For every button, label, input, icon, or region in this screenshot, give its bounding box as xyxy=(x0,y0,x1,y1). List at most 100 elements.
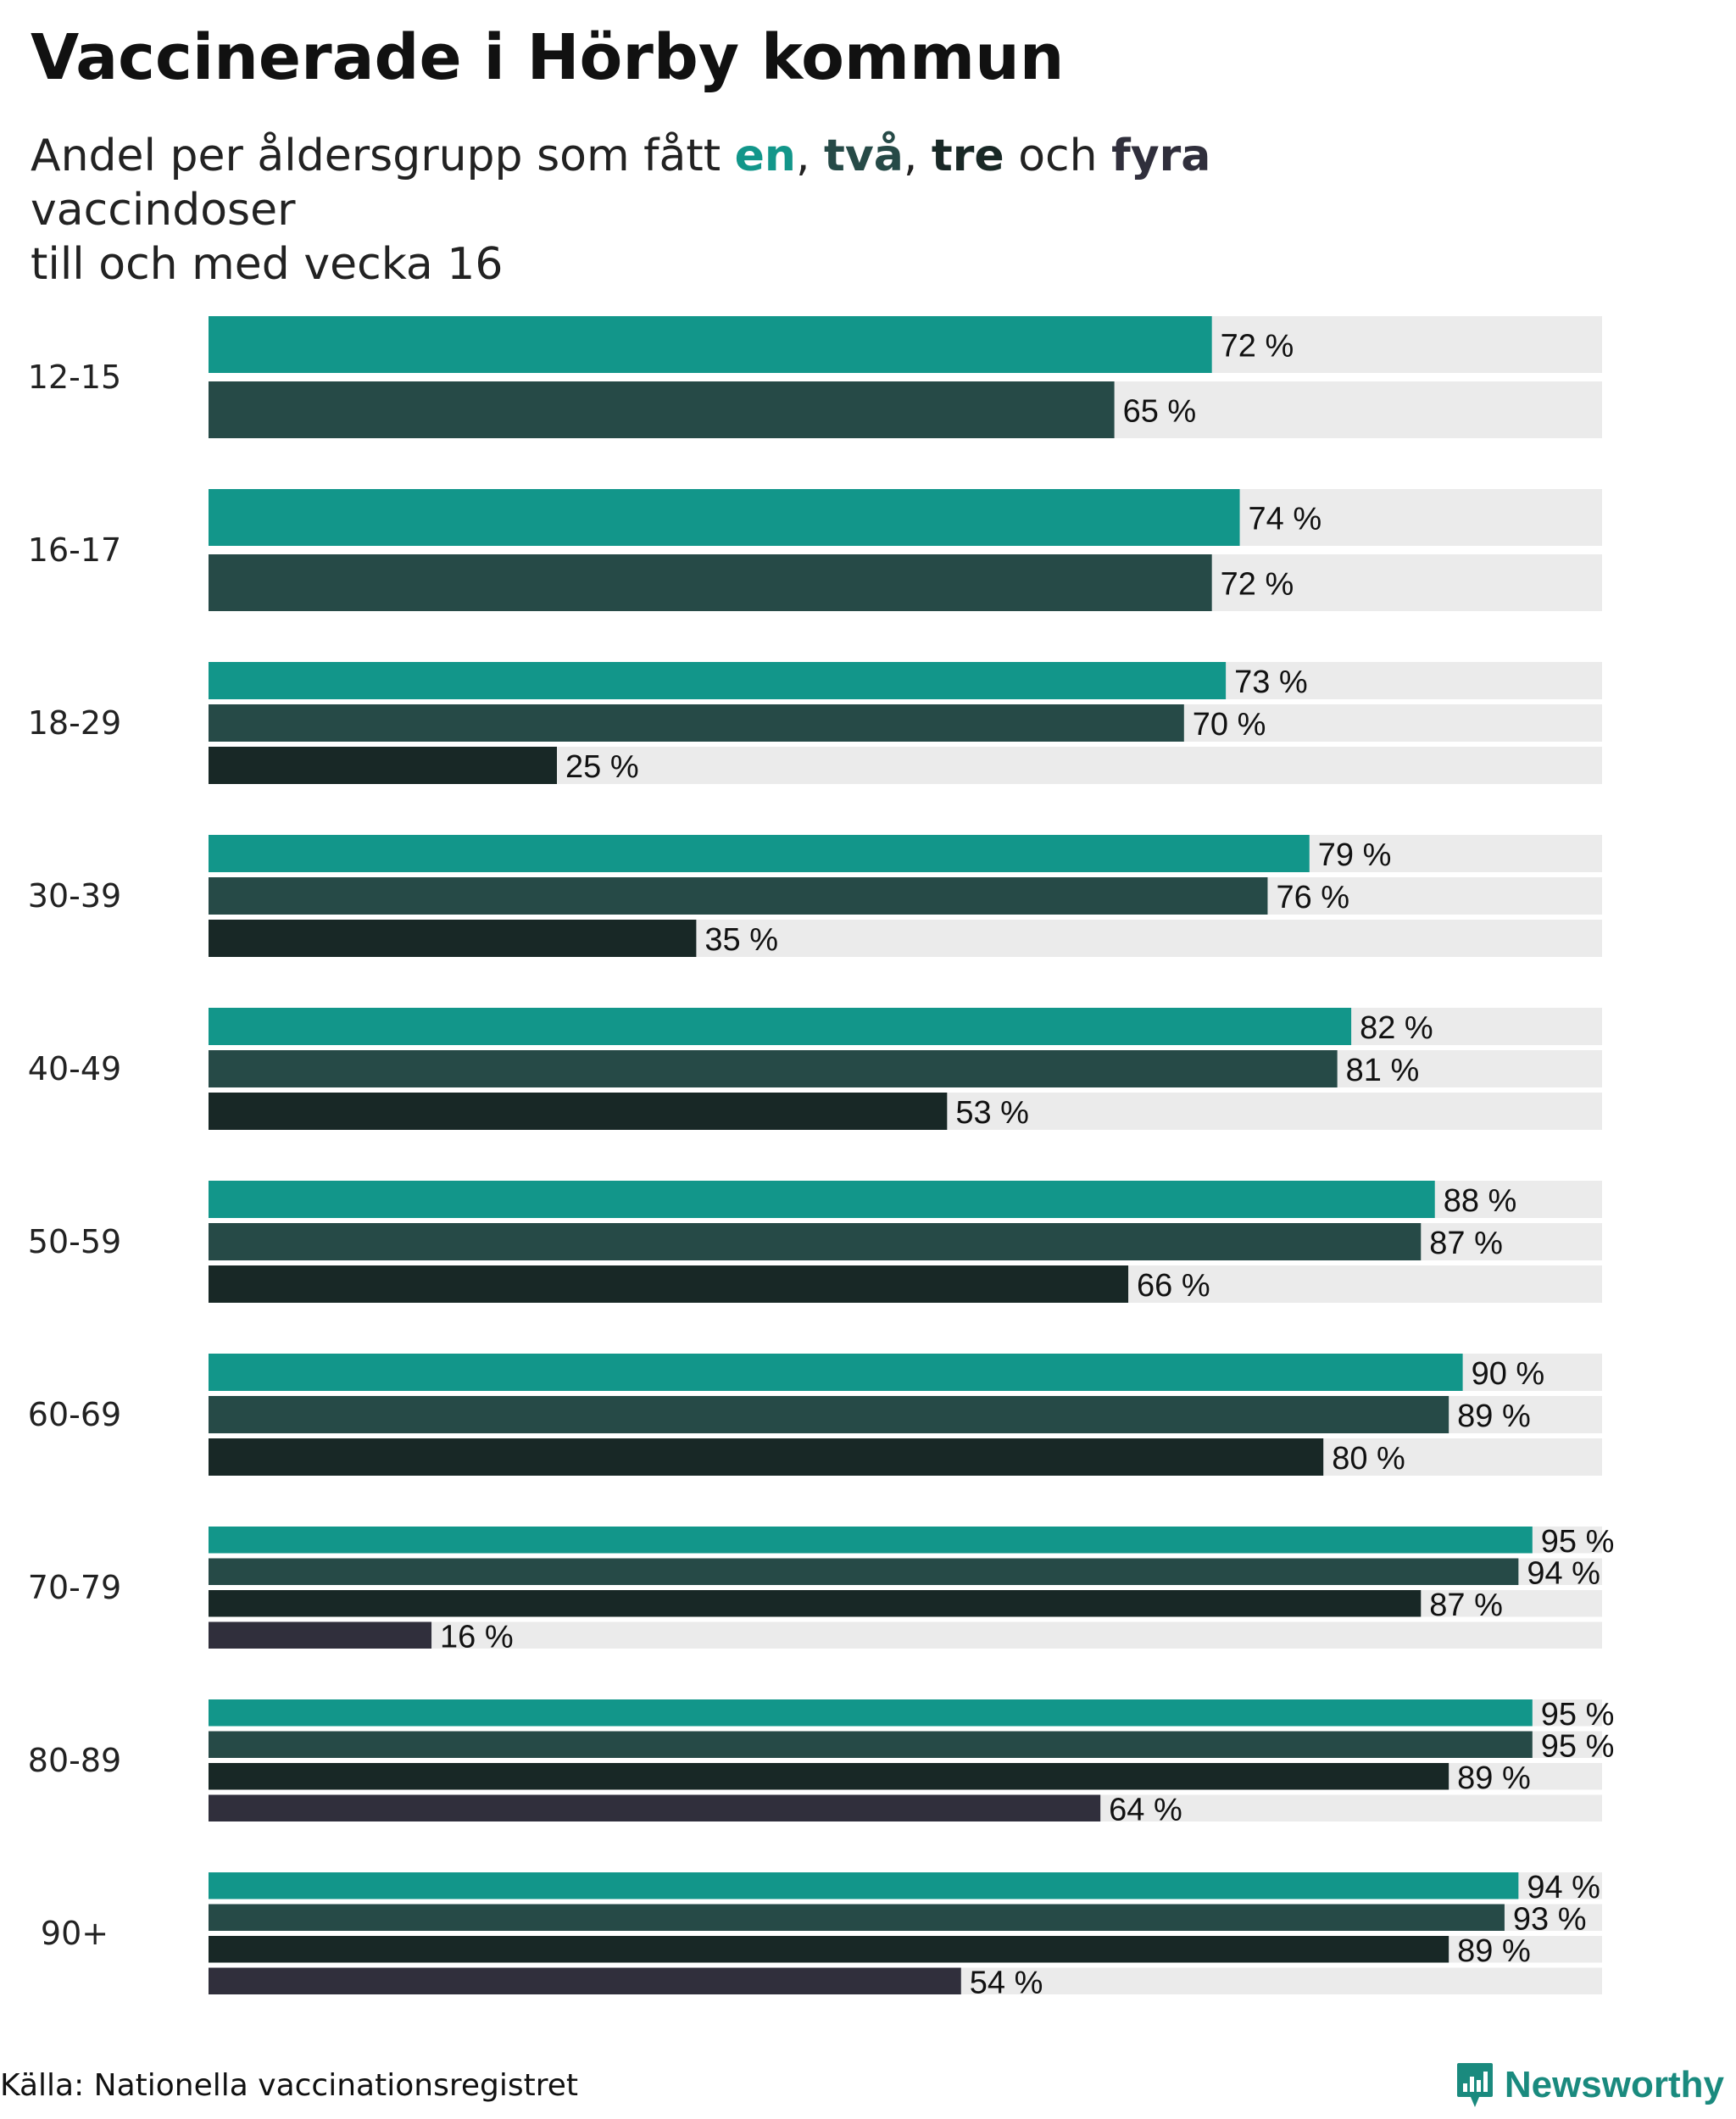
group-60-69: 60-69 90 % 89 % 80 % xyxy=(28,1354,1602,1477)
bar-70-79-dose3 xyxy=(209,1590,1422,1617)
group-90+: 90+ 94 %93 %89 % 54 % xyxy=(41,1870,1602,2000)
brand-logo: Newsworthy xyxy=(1455,2060,1724,2111)
bar-90+-dose3 xyxy=(209,1936,1449,1963)
value-label-60-69-dose1: 90 % xyxy=(1472,1356,1545,1392)
newsworthy-logo-icon xyxy=(1456,2063,1493,2107)
bar-30-39-dose3 xyxy=(209,920,697,957)
value-label-18-29-dose3: 25 % xyxy=(565,749,639,785)
bar-70-79-dose2 xyxy=(209,1558,1519,1585)
subtitle-keyword-fyra: fyra xyxy=(1111,131,1211,181)
category-label-40-49: 40-49 xyxy=(28,1050,121,1087)
group-80-89: 80-89 95 %95 % 89 % 64 % xyxy=(28,1697,1615,1828)
bar-12-15-dose2 xyxy=(209,381,1115,438)
value-label-80-89-dose1: 95 % xyxy=(1541,1697,1615,1732)
subtitle-separator-1: , xyxy=(795,131,825,181)
chart-title: Vaccinerade i Hörby kommun xyxy=(31,21,1065,94)
value-label-18-29-dose2: 70 % xyxy=(1193,707,1266,742)
value-label-70-79-dose1: 95 % xyxy=(1541,1524,1615,1560)
category-label-50-59: 50-59 xyxy=(28,1223,121,1260)
category-label-18-29: 18-29 xyxy=(28,704,121,742)
value-label-80-89-dose3: 89 % xyxy=(1457,1760,1531,1796)
bar-40-49-dose3 xyxy=(209,1093,948,1130)
category-label-70-79: 70-79 xyxy=(28,1569,121,1606)
value-label-70-79-dose4: 16 % xyxy=(440,1619,514,1655)
bar-50-59-dose3 xyxy=(209,1265,1129,1303)
value-label-50-59-dose2: 87 % xyxy=(1429,1226,1503,1261)
value-label-40-49-dose1: 82 % xyxy=(1360,1010,1433,1046)
category-label-90+: 90+ xyxy=(41,1915,108,1952)
bar-80-89-dose4 xyxy=(209,1794,1101,1821)
chart-subtitle: Andel per åldersgrupp som fått en, två, … xyxy=(31,129,1472,292)
group-50-59: 50-59 88 % 87 % 66 % xyxy=(28,1181,1602,1304)
bar-70-79-dose4 xyxy=(209,1621,432,1649)
bar-16-17-dose2 xyxy=(209,554,1212,611)
value-label-70-79-dose3: 87 % xyxy=(1429,1588,1503,1623)
value-label-12-15-dose1: 72 % xyxy=(1221,329,1294,364)
bar-60-69-dose1 xyxy=(209,1354,1463,1391)
subtitle-line-2: till och med vecka 16 xyxy=(31,239,504,290)
bar-18-29-dose1 xyxy=(209,662,1227,699)
group-18-29: 18-29 73 % 70 % 25 % xyxy=(28,662,1602,785)
value-label-16-17-dose2: 72 % xyxy=(1221,567,1294,603)
value-label-90+-dose3: 89 % xyxy=(1457,1933,1531,1969)
brand-name: Newsworthy xyxy=(1504,2064,1724,2105)
category-label-60-69: 60-69 xyxy=(28,1396,121,1433)
subtitle-prefix: Andel per åldersgrupp som fått xyxy=(31,131,735,181)
value-label-70-79-dose2: 94 % xyxy=(1527,1555,1600,1591)
value-label-30-39-dose1: 79 % xyxy=(1318,837,1392,873)
subtitle-keyword-tva: två xyxy=(824,131,904,181)
bar-30-39-dose2 xyxy=(209,877,1268,915)
subtitle-conjunction: och xyxy=(1004,131,1112,181)
bar-40-49-dose1 xyxy=(209,1008,1352,1045)
value-label-80-89-dose4: 64 % xyxy=(1109,1792,1182,1827)
bar-50-59-dose2 xyxy=(209,1223,1422,1260)
bar-18-29-dose2 xyxy=(209,704,1184,742)
category-label-30-39: 30-39 xyxy=(28,877,121,915)
bar-80-89-dose3 xyxy=(209,1763,1449,1790)
subtitle-separator-2: , xyxy=(903,131,932,181)
group-12-15: 12-15 72 % 65 % xyxy=(28,316,1602,438)
value-label-40-49-dose2: 81 % xyxy=(1346,1053,1420,1088)
bar-40-49-dose2 xyxy=(209,1050,1338,1087)
bar-30-39-dose1 xyxy=(209,835,1310,872)
value-label-40-49-dose3: 53 % xyxy=(955,1095,1029,1131)
bar-12-15-dose1 xyxy=(209,316,1212,373)
bar-90+-dose2 xyxy=(209,1904,1505,1931)
category-label-80-89: 80-89 xyxy=(28,1742,121,1779)
value-label-80-89-dose2: 95 % xyxy=(1541,1728,1615,1764)
category-label-12-15: 12-15 xyxy=(28,359,121,396)
value-label-18-29-dose1: 73 % xyxy=(1234,665,1308,700)
bar-16-17-dose1 xyxy=(209,489,1240,546)
bar-70-79-dose1 xyxy=(209,1527,1533,1554)
subtitle-suffix: vaccindoser xyxy=(31,185,296,236)
value-label-90+-dose2: 93 % xyxy=(1513,1901,1587,1937)
bar-60-69-dose2 xyxy=(209,1396,1449,1433)
value-label-60-69-dose2: 89 % xyxy=(1457,1399,1531,1434)
bar-50-59-dose1 xyxy=(209,1181,1435,1218)
value-label-50-59-dose3: 66 % xyxy=(1137,1268,1210,1304)
bar-90+-dose4 xyxy=(209,1967,961,1994)
source-note: Källa: Nationella vaccinationsregistret xyxy=(0,2068,578,2103)
category-label-16-17: 16-17 xyxy=(28,531,121,569)
group-30-39: 30-39 79 % 76 % 35 % xyxy=(28,835,1602,958)
value-label-50-59-dose1: 88 % xyxy=(1444,1183,1517,1219)
value-label-30-39-dose2: 76 % xyxy=(1276,880,1349,915)
bar-80-89-dose2 xyxy=(209,1731,1533,1758)
bar-60-69-dose3 xyxy=(209,1438,1324,1476)
value-label-16-17-dose1: 74 % xyxy=(1249,502,1322,537)
value-label-90+-dose4: 54 % xyxy=(970,1965,1043,2000)
value-label-60-69-dose3: 80 % xyxy=(1332,1441,1405,1477)
group-40-49: 40-49 82 % 81 % 53 % xyxy=(28,1008,1602,1131)
subtitle-keyword-en: en xyxy=(734,131,796,181)
bar-90+-dose1 xyxy=(209,1872,1519,1899)
group-70-79: 70-79 95 %94 % 87 % 16 % xyxy=(28,1524,1615,1655)
bar-track-70-79-dose4 xyxy=(209,1621,1602,1649)
bar-18-29-dose3 xyxy=(209,747,557,784)
subtitle-keyword-tre: tre xyxy=(931,131,1004,181)
group-16-17: 16-17 74 % 72 % xyxy=(28,489,1602,611)
value-label-12-15-dose2: 65 % xyxy=(1123,394,1197,430)
bar-80-89-dose1 xyxy=(209,1699,1533,1727)
value-label-90+-dose1: 94 % xyxy=(1527,1870,1600,1905)
value-label-30-39-dose3: 35 % xyxy=(704,922,778,958)
